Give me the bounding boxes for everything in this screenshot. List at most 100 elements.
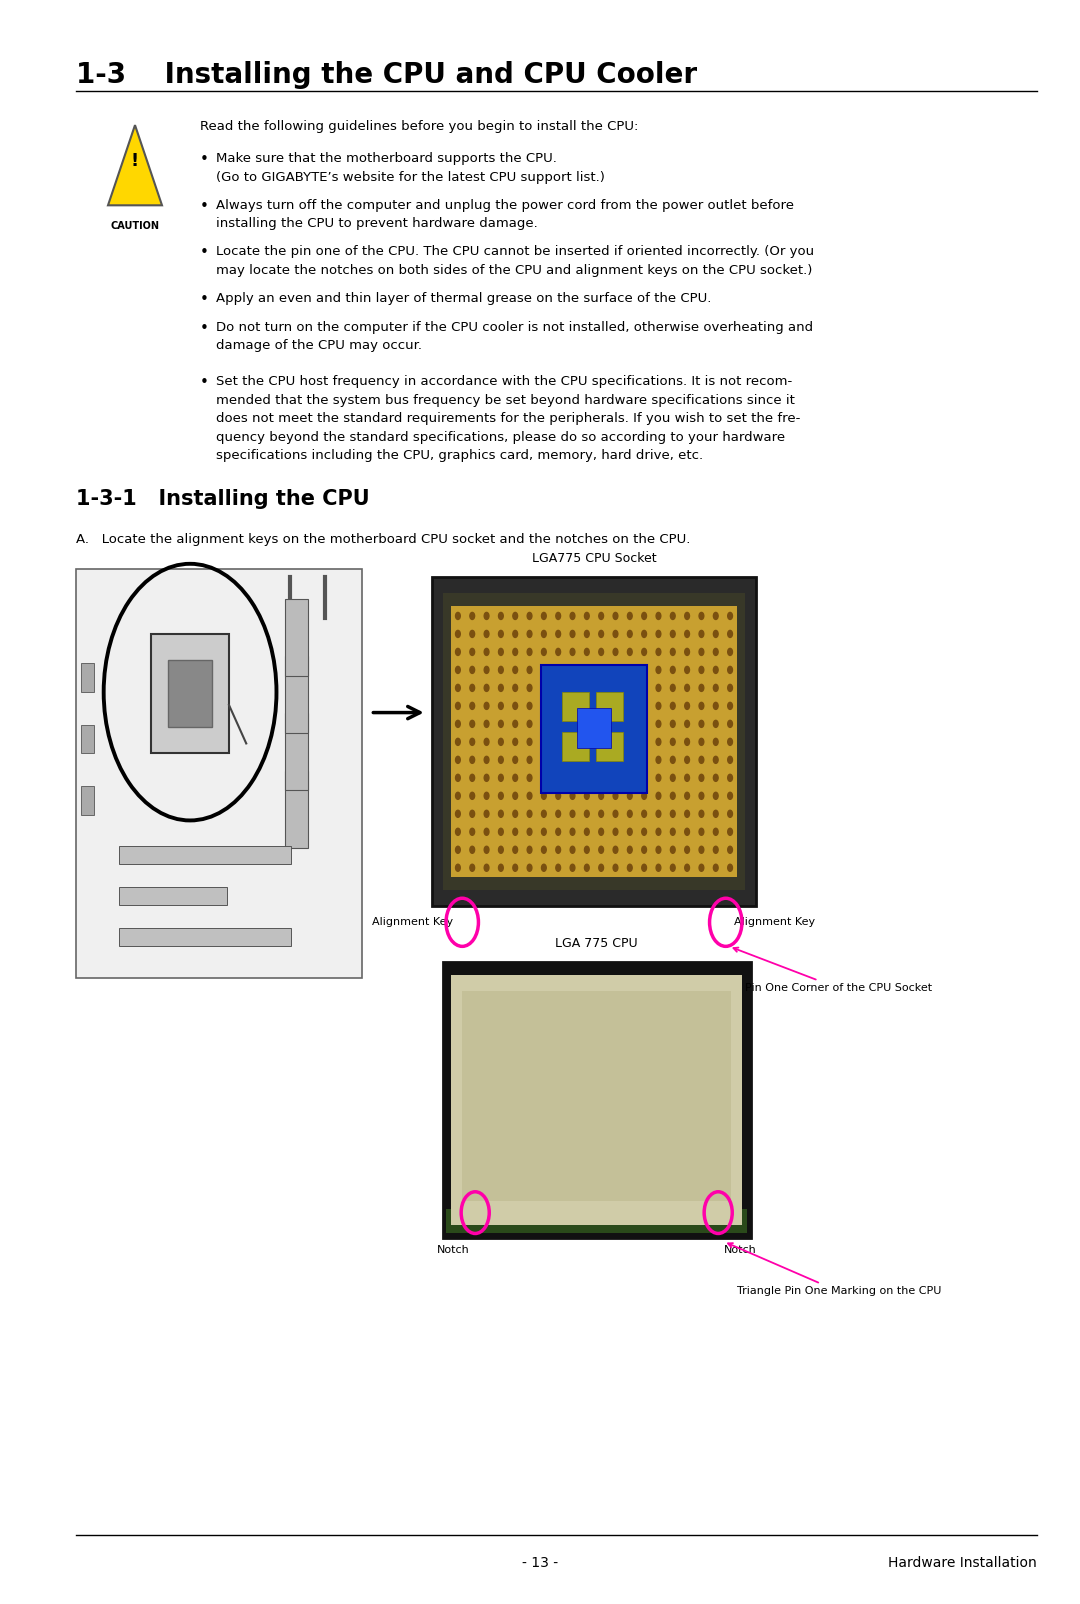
- Circle shape: [598, 720, 604, 727]
- Circle shape: [541, 666, 546, 674]
- FancyBboxPatch shape: [541, 666, 647, 794]
- Circle shape: [541, 775, 546, 781]
- Circle shape: [671, 792, 675, 799]
- Circle shape: [499, 685, 503, 691]
- Circle shape: [513, 685, 517, 691]
- Circle shape: [470, 720, 474, 727]
- Circle shape: [699, 792, 704, 799]
- Circle shape: [627, 630, 632, 637]
- Circle shape: [499, 630, 503, 637]
- Circle shape: [598, 648, 604, 656]
- Circle shape: [570, 828, 575, 836]
- Circle shape: [499, 720, 503, 727]
- Circle shape: [584, 810, 590, 818]
- Circle shape: [613, 738, 618, 746]
- Circle shape: [541, 685, 546, 691]
- Circle shape: [527, 703, 532, 709]
- Circle shape: [671, 828, 675, 836]
- FancyBboxPatch shape: [596, 731, 623, 762]
- Circle shape: [499, 847, 503, 853]
- Circle shape: [513, 775, 517, 781]
- Circle shape: [513, 738, 517, 746]
- Circle shape: [570, 757, 575, 764]
- Circle shape: [671, 775, 675, 781]
- Circle shape: [598, 666, 604, 674]
- Circle shape: [699, 810, 704, 818]
- Circle shape: [613, 865, 618, 871]
- Circle shape: [541, 630, 546, 637]
- Circle shape: [685, 630, 689, 637]
- Circle shape: [642, 613, 647, 619]
- Circle shape: [613, 847, 618, 853]
- Circle shape: [642, 648, 647, 656]
- Circle shape: [584, 792, 590, 799]
- Circle shape: [527, 613, 532, 619]
- Circle shape: [499, 757, 503, 764]
- Text: Alignment Key: Alignment Key: [373, 917, 454, 927]
- Circle shape: [456, 720, 460, 727]
- Circle shape: [728, 775, 732, 781]
- FancyBboxPatch shape: [562, 731, 589, 762]
- Circle shape: [728, 613, 732, 619]
- Circle shape: [627, 810, 632, 818]
- Circle shape: [656, 865, 661, 871]
- Circle shape: [513, 703, 517, 709]
- Circle shape: [598, 865, 604, 871]
- Circle shape: [728, 865, 732, 871]
- Circle shape: [484, 738, 489, 746]
- Circle shape: [570, 810, 575, 818]
- Circle shape: [470, 738, 474, 746]
- Circle shape: [642, 666, 647, 674]
- FancyBboxPatch shape: [168, 661, 212, 728]
- Circle shape: [456, 613, 460, 619]
- Circle shape: [556, 810, 561, 818]
- Circle shape: [613, 828, 618, 836]
- Circle shape: [728, 630, 732, 637]
- Circle shape: [556, 775, 561, 781]
- Text: •: •: [200, 152, 208, 167]
- Circle shape: [699, 775, 704, 781]
- Circle shape: [685, 810, 689, 818]
- Circle shape: [527, 810, 532, 818]
- Circle shape: [598, 757, 604, 764]
- Circle shape: [642, 703, 647, 709]
- Circle shape: [456, 666, 460, 674]
- Circle shape: [714, 775, 718, 781]
- FancyBboxPatch shape: [81, 786, 94, 815]
- Circle shape: [484, 666, 489, 674]
- Circle shape: [598, 792, 604, 799]
- Circle shape: [685, 685, 689, 691]
- Circle shape: [627, 613, 632, 619]
- Circle shape: [527, 648, 532, 656]
- Circle shape: [499, 648, 503, 656]
- Circle shape: [613, 775, 618, 781]
- Circle shape: [484, 775, 489, 781]
- Circle shape: [556, 865, 561, 871]
- Circle shape: [484, 613, 489, 619]
- Circle shape: [484, 685, 489, 691]
- Circle shape: [556, 738, 561, 746]
- FancyBboxPatch shape: [284, 598, 308, 675]
- Circle shape: [513, 847, 517, 853]
- FancyBboxPatch shape: [562, 693, 589, 722]
- Text: 1-3    Installing the CPU and CPU Cooler: 1-3 Installing the CPU and CPU Cooler: [76, 61, 697, 88]
- Circle shape: [484, 648, 489, 656]
- Circle shape: [656, 810, 661, 818]
- Circle shape: [456, 685, 460, 691]
- Text: Read the following guidelines before you begin to install the CPU:: Read the following guidelines before you…: [200, 120, 638, 133]
- Circle shape: [642, 757, 647, 764]
- Circle shape: [613, 613, 618, 619]
- FancyBboxPatch shape: [81, 725, 94, 754]
- Circle shape: [685, 738, 689, 746]
- Text: LGA775 CPU Socket: LGA775 CPU Socket: [531, 552, 657, 565]
- Text: Notch: Notch: [724, 1245, 756, 1254]
- Circle shape: [728, 828, 732, 836]
- Circle shape: [699, 630, 704, 637]
- Circle shape: [728, 666, 732, 674]
- Circle shape: [484, 703, 489, 709]
- Circle shape: [699, 847, 704, 853]
- Circle shape: [456, 810, 460, 818]
- Circle shape: [671, 865, 675, 871]
- Circle shape: [584, 648, 590, 656]
- Circle shape: [456, 738, 460, 746]
